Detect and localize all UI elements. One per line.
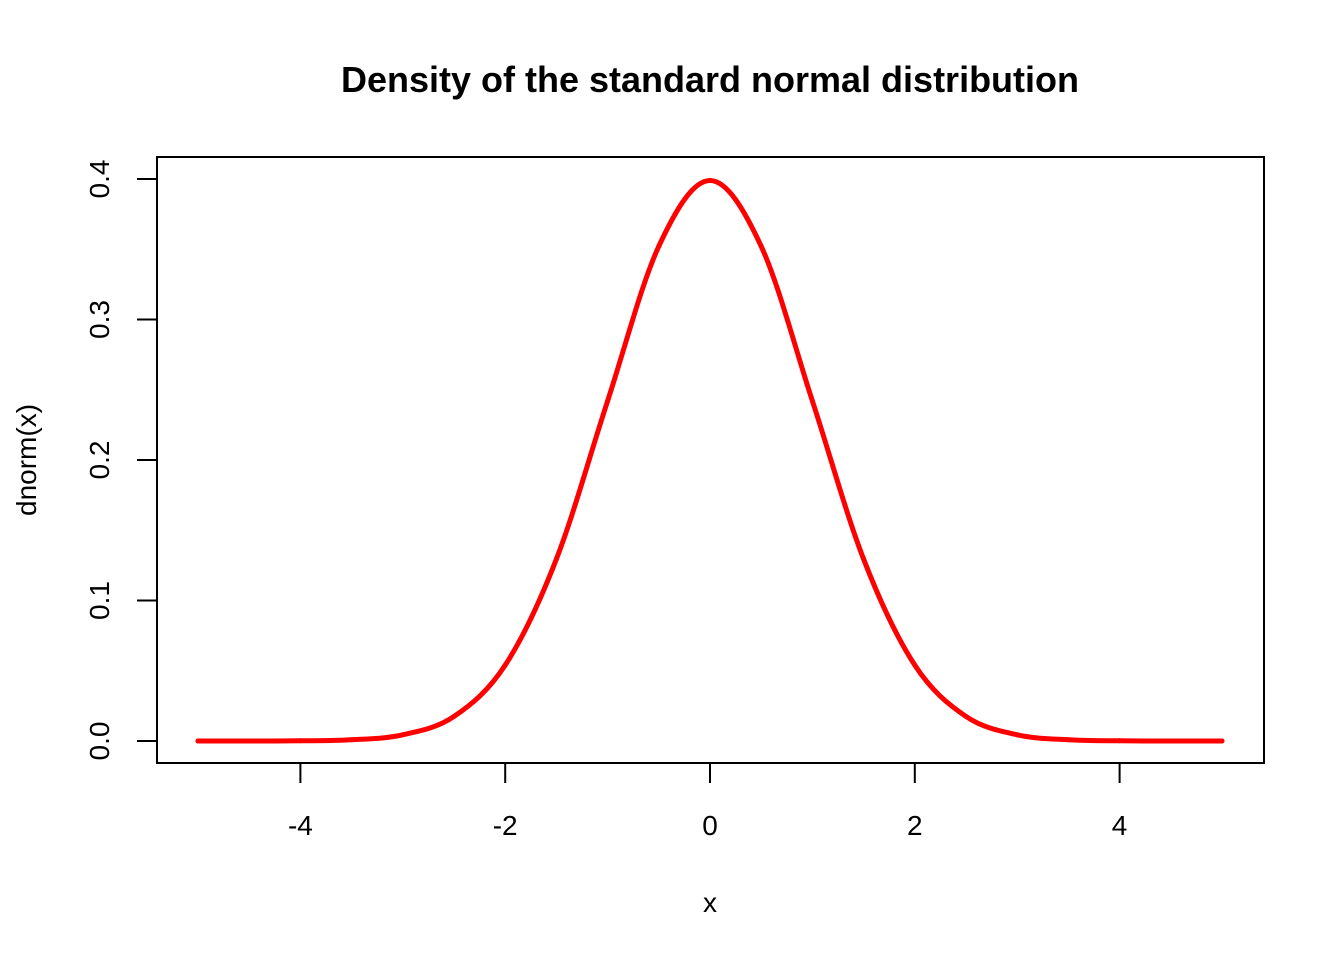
y-axis-label: dnorm(x)	[11, 404, 42, 516]
series-point	[861, 556, 867, 562]
series-layer	[195, 178, 1225, 744]
series-point	[553, 556, 559, 562]
series-point	[246, 738, 252, 744]
y-axis: 0.0 0.1 0.2 0.3 0.4	[84, 160, 158, 761]
series-point	[758, 243, 764, 249]
x-tick-label: 2	[907, 810, 923, 841]
series-point	[195, 738, 201, 744]
x-tick-label: 4	[1112, 810, 1128, 841]
series-point	[400, 732, 406, 738]
series-point	[1014, 732, 1020, 738]
y-tick-label: 0.2	[84, 441, 115, 480]
x-axis: -4 -2 0 2 4	[288, 762, 1128, 841]
series-point	[912, 662, 918, 668]
series-point	[297, 738, 303, 744]
series-point	[656, 243, 662, 249]
x-tick-label: -2	[493, 810, 518, 841]
plot-frame	[156, 156, 1265, 764]
y-tick-label: 0.3	[84, 300, 115, 339]
series-point	[809, 398, 815, 404]
series-point	[349, 737, 355, 743]
series-point	[1117, 738, 1123, 744]
series-point	[1065, 737, 1071, 743]
series-point	[451, 713, 457, 719]
series-point	[707, 178, 713, 184]
y-tick-label: 0.0	[84, 722, 115, 761]
x-axis-label: x	[703, 887, 717, 918]
series-point	[605, 398, 611, 404]
chart-title: Density of the standard normal distribut…	[341, 59, 1079, 100]
series-point	[1219, 738, 1225, 744]
y-tick-label: 0.4	[84, 160, 115, 199]
x-tick-label: -4	[288, 810, 313, 841]
x-tick-label: 0	[702, 810, 718, 841]
series-point	[502, 662, 508, 668]
series-line-0	[195, 178, 1225, 744]
series-point	[963, 713, 969, 719]
series-point	[1168, 738, 1174, 744]
y-tick-label: 0.1	[84, 581, 115, 620]
